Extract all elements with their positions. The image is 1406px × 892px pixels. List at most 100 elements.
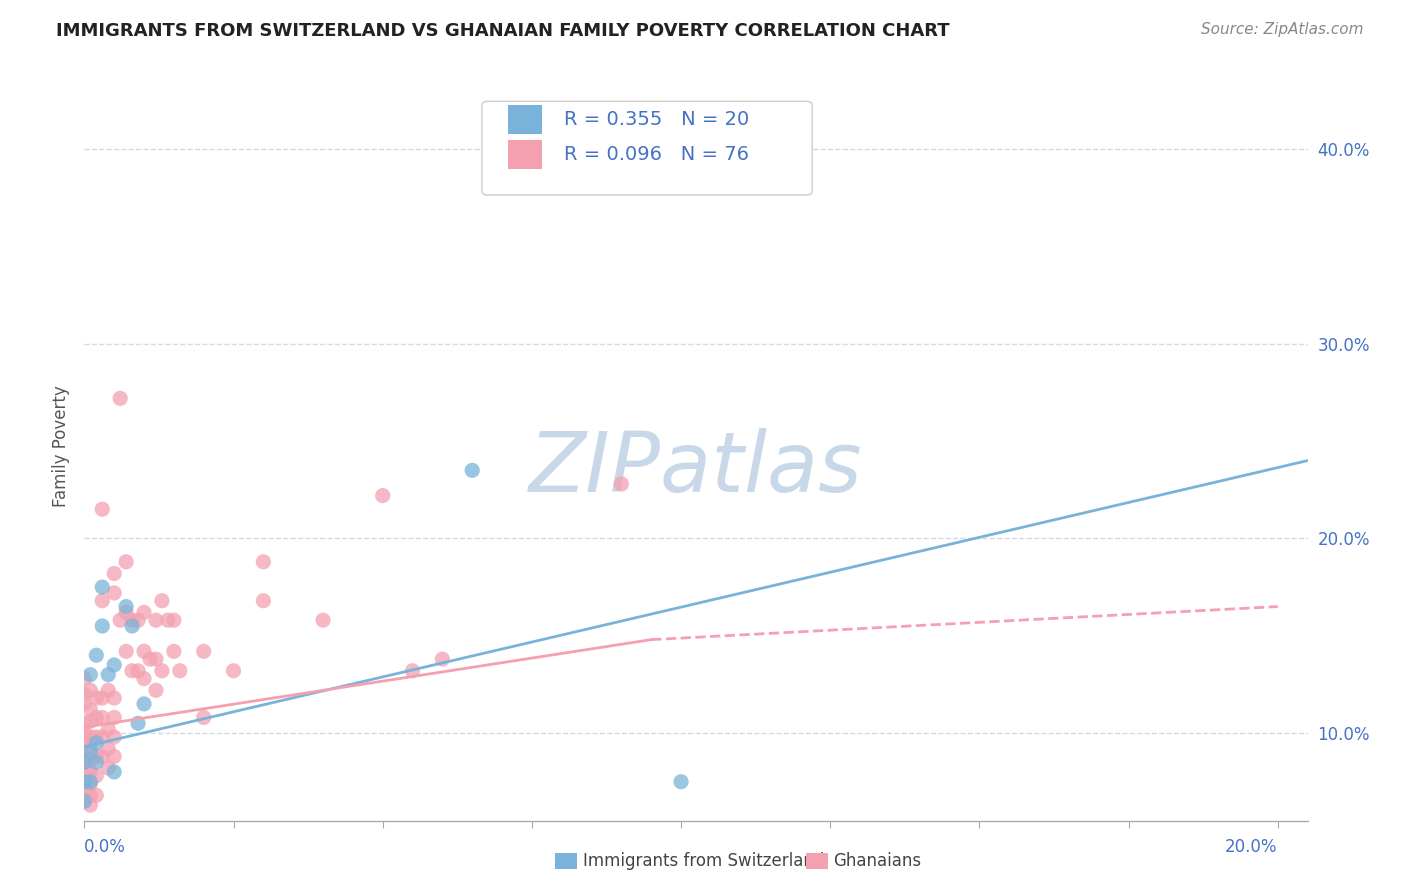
FancyBboxPatch shape <box>555 853 578 870</box>
Point <box>115 644 138 658</box>
Point <box>84 691 107 706</box>
Point <box>121 613 143 627</box>
Point <box>150 664 173 678</box>
Point <box>79 667 101 681</box>
Point <box>84 710 107 724</box>
Point <box>222 664 245 678</box>
Point <box>91 502 114 516</box>
Point <box>73 794 96 808</box>
Point <box>84 736 107 750</box>
Point <box>193 644 215 658</box>
Point <box>103 657 125 672</box>
Text: Immigrants from Switzerland: Immigrants from Switzerland <box>583 852 825 870</box>
Point <box>121 664 143 678</box>
Point <box>432 652 454 666</box>
Point <box>103 764 125 779</box>
Point <box>312 613 335 627</box>
Point <box>103 710 125 724</box>
Point <box>91 710 114 724</box>
Point <box>73 736 96 750</box>
Point <box>150 593 173 607</box>
Y-axis label: Family Poverty: Family Poverty <box>52 385 70 507</box>
Point <box>103 730 125 744</box>
Point <box>103 691 125 706</box>
Point <box>669 774 692 789</box>
Point <box>84 648 107 663</box>
Point <box>97 667 120 681</box>
Point <box>97 683 120 698</box>
Text: 0.0%: 0.0% <box>84 838 127 855</box>
Text: ZIPatlas: ZIPatlas <box>529 428 863 509</box>
Point <box>145 683 167 698</box>
Point <box>97 722 120 736</box>
Text: R = 0.096   N = 76: R = 0.096 N = 76 <box>564 145 749 164</box>
Point <box>91 593 114 607</box>
Point <box>91 580 114 594</box>
FancyBboxPatch shape <box>806 853 828 870</box>
Point <box>193 710 215 724</box>
Point <box>139 652 162 666</box>
Point <box>461 463 484 477</box>
Text: R = 0.355   N = 20: R = 0.355 N = 20 <box>564 110 749 128</box>
Point <box>97 741 120 756</box>
Point <box>132 644 155 658</box>
Point <box>163 644 186 658</box>
Point <box>73 794 96 808</box>
Point <box>91 691 114 706</box>
Point <box>91 749 114 764</box>
Point <box>79 683 101 698</box>
Point <box>156 613 179 627</box>
Point <box>91 730 114 744</box>
Point <box>108 392 131 406</box>
Point <box>79 714 101 729</box>
Point <box>127 664 149 678</box>
Point <box>73 697 96 711</box>
Point <box>73 687 96 701</box>
Point <box>371 489 394 503</box>
Point <box>103 586 125 600</box>
Point <box>145 613 167 627</box>
Point <box>115 599 138 614</box>
Point <box>145 652 167 666</box>
Point <box>103 749 125 764</box>
Point <box>169 664 191 678</box>
Point <box>610 477 633 491</box>
Point <box>103 566 125 581</box>
Point <box>73 774 96 789</box>
Point <box>79 777 101 791</box>
Point <box>73 761 96 775</box>
Point <box>97 761 120 775</box>
Point <box>127 613 149 627</box>
Point <box>132 697 155 711</box>
Point <box>84 769 107 783</box>
Point <box>163 613 186 627</box>
Point <box>79 753 101 767</box>
Point <box>73 756 96 770</box>
Point <box>115 606 138 620</box>
Point <box>73 774 96 789</box>
Point <box>79 741 101 756</box>
Point <box>115 555 138 569</box>
Text: IMMIGRANTS FROM SWITZERLAND VS GHANAIAN FAMILY POVERTY CORRELATION CHART: IMMIGRANTS FROM SWITZERLAND VS GHANAIAN … <box>56 22 950 40</box>
Point <box>84 749 107 764</box>
Point <box>252 593 274 607</box>
Point <box>252 555 274 569</box>
Point <box>121 619 143 633</box>
Text: Source: ZipAtlas.com: Source: ZipAtlas.com <box>1201 22 1364 37</box>
Text: Ghanaians: Ghanaians <box>832 852 921 870</box>
Text: 20.0%: 20.0% <box>1225 838 1278 855</box>
Point <box>401 664 423 678</box>
Point <box>127 716 149 731</box>
Point <box>84 730 107 744</box>
Point <box>73 784 96 798</box>
Point <box>73 726 96 740</box>
Point <box>73 716 96 731</box>
Point <box>91 619 114 633</box>
Point <box>73 672 96 686</box>
Point <box>73 749 96 764</box>
Point <box>79 764 101 779</box>
Point <box>79 703 101 717</box>
Point <box>79 798 101 813</box>
Point <box>132 606 155 620</box>
FancyBboxPatch shape <box>482 102 813 195</box>
